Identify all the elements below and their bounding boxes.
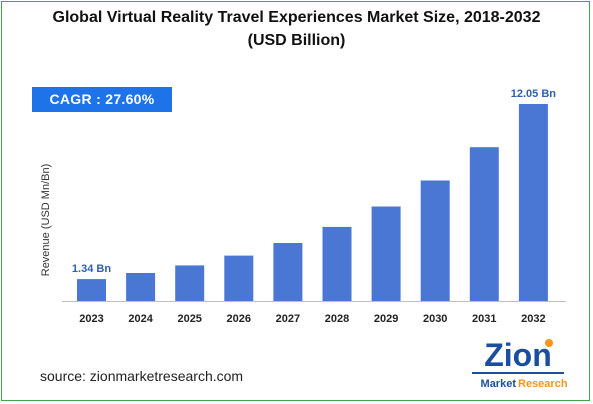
bar-2027 — [273, 243, 303, 301]
bar-2023 — [77, 279, 106, 301]
logo-dot — [545, 339, 553, 347]
data-label-2032: 12.05 Bn — [511, 88, 557, 100]
x-tick-label-2026: 2026 — [227, 313, 251, 325]
x-tick-label-2025: 2025 — [177, 313, 201, 325]
bar-2032 — [518, 104, 548, 301]
x-tick-label-2024: 2024 — [128, 313, 153, 325]
cagr-badge: CAGR : 27.60% — [32, 87, 172, 112]
bar-2031 — [469, 147, 499, 301]
chart-title: Global Virtual Reality Travel Experience… — [0, 6, 593, 52]
x-tick-labels: 2023 2024 2025 2026 2027 2028 2029 2030 2031 2032 — [79, 313, 545, 325]
x-tick-label-2032: 2032 — [521, 313, 545, 325]
x-tick-label-2023: 2023 — [79, 313, 103, 325]
bar-2024 — [126, 273, 156, 301]
x-tick-label-2028: 2028 — [325, 313, 349, 325]
bar-2030 — [420, 180, 450, 301]
x-tick-label-2031: 2031 — [472, 313, 496, 325]
logo-word: Zion — [484, 337, 552, 373]
chart-title-line-1: Global Virtual Reality Travel Experience… — [52, 9, 541, 26]
x-tick-label-2030: 2030 — [423, 313, 447, 325]
x-tick-label-2027: 2027 — [276, 313, 300, 325]
bar-2025 — [175, 265, 205, 301]
logo-sub-left: Market — [481, 378, 517, 390]
chart-title-line-2: (USD Billion) — [247, 32, 346, 49]
bar-2026 — [224, 255, 254, 301]
bar-2028 — [322, 226, 352, 301]
zion-logo: Zion Market Research — [472, 337, 568, 390]
logo-sub-right: Research — [518, 378, 568, 390]
source-text: source: zionmarketresearch.com — [40, 368, 244, 384]
data-labels: 1.34 Bn 12.05 Bn — [72, 88, 556, 275]
bar-2029 — [371, 206, 401, 301]
bars-group — [77, 104, 548, 301]
logo-underline — [472, 372, 564, 374]
x-tick-label-2029: 2029 — [374, 313, 398, 325]
data-label-2023: 1.34 Bn — [72, 263, 111, 275]
